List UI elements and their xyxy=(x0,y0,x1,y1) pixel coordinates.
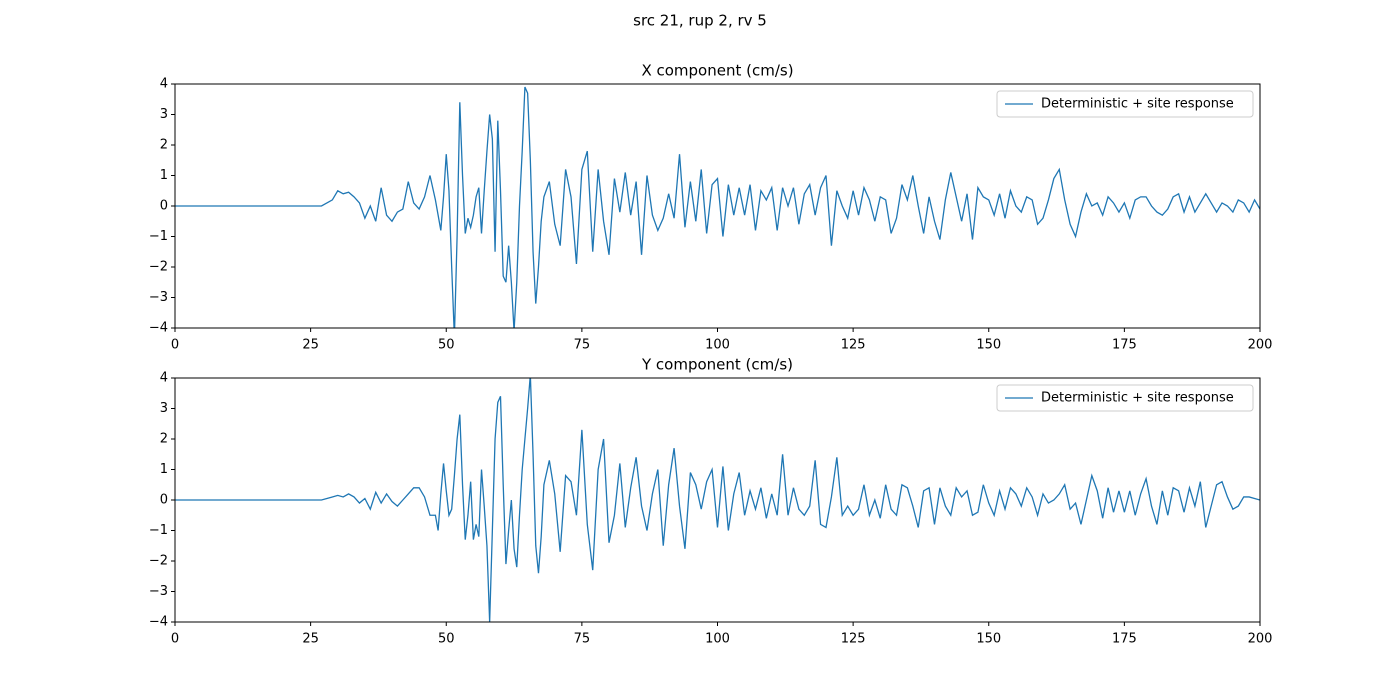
y-tick-label: 2 xyxy=(160,138,168,153)
figure-title: src 21, rup 2, rv 5 xyxy=(633,12,767,30)
x-tick-label: 0 xyxy=(171,632,179,647)
x-tick-label: 50 xyxy=(438,632,455,647)
y-tick-label: −3 xyxy=(149,584,168,599)
y-tick-label: −1 xyxy=(149,229,168,244)
y-tick-label: −1 xyxy=(149,523,168,538)
series-line xyxy=(175,378,1260,622)
legend-label: Deterministic + site response xyxy=(1041,391,1234,406)
y-tick-label: 0 xyxy=(160,199,168,214)
x-tick-label: 25 xyxy=(302,338,319,353)
y-tick-label: 0 xyxy=(160,493,168,508)
legend-label: Deterministic + site response xyxy=(1041,97,1234,112)
series-line xyxy=(175,86,1260,328)
y-tick-label: −3 xyxy=(149,290,168,305)
x-tick-label: 150 xyxy=(976,632,1001,647)
x-tick-label: 175 xyxy=(1112,632,1137,647)
y-tick-label: 3 xyxy=(160,107,168,122)
axes-frame xyxy=(174,377,1261,623)
y-tick-label: 1 xyxy=(160,168,168,183)
y-tick-label: −2 xyxy=(149,554,168,569)
x-tick-label: 150 xyxy=(976,338,1001,353)
x-tick-label: 200 xyxy=(1248,632,1273,647)
y-tick-label: 2 xyxy=(160,432,168,447)
x-tick-label: 125 xyxy=(841,338,866,353)
x-tick-label: 175 xyxy=(1112,338,1137,353)
x-tick-label: 0 xyxy=(171,338,179,353)
x-tick-label: 75 xyxy=(574,338,591,353)
x-tick-label: 25 xyxy=(302,632,319,647)
x-tick-label: 100 xyxy=(705,338,730,353)
y-tick-label: 1 xyxy=(160,462,168,477)
y-tick-label: −4 xyxy=(149,321,168,336)
x-tick-label: 50 xyxy=(438,338,455,353)
axes-frame xyxy=(174,83,1261,329)
x-tick-label: 100 xyxy=(705,632,730,647)
legend-box xyxy=(996,384,1254,412)
y-tick-label: −2 xyxy=(149,260,168,275)
y-tick-label: 4 xyxy=(160,77,168,92)
axes-title: Y component (cm/s) xyxy=(641,356,793,374)
axes-title: X component (cm/s) xyxy=(641,62,793,80)
x-tick-label: 125 xyxy=(841,632,866,647)
y-tick-label: 3 xyxy=(160,401,168,416)
x-tick-label: 75 xyxy=(574,632,591,647)
y-tick-label: −4 xyxy=(149,615,168,630)
legend-box xyxy=(996,90,1254,118)
x-tick-label: 200 xyxy=(1248,338,1273,353)
y-tick-label: 4 xyxy=(160,371,168,386)
